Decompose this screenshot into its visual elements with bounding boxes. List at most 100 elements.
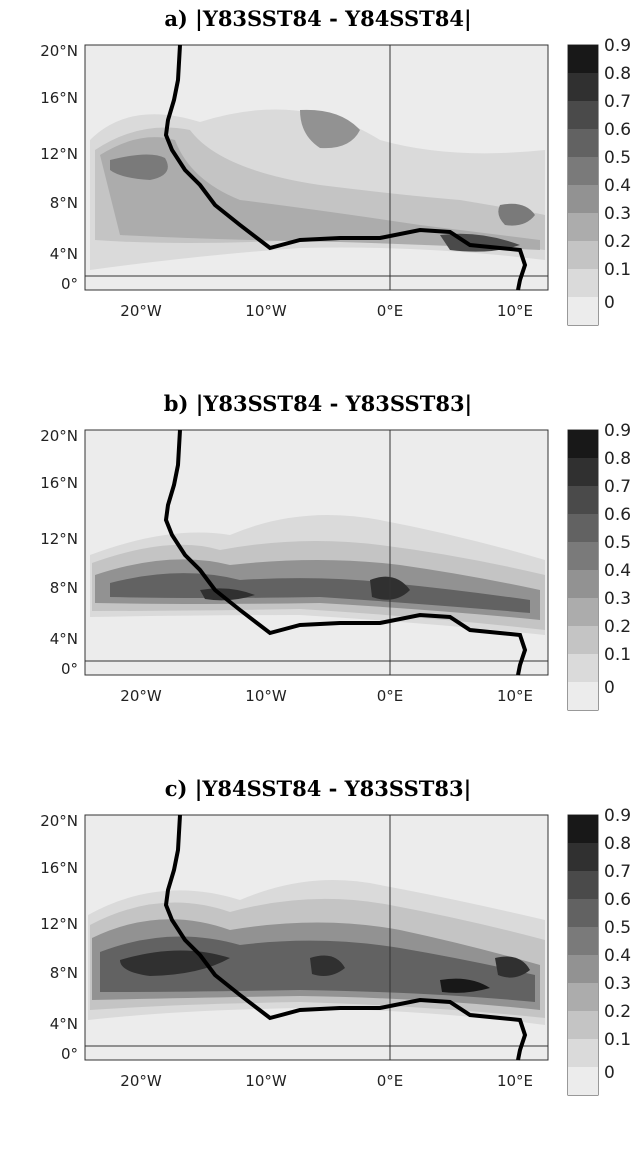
colorbar-swatch — [568, 514, 598, 542]
panel-a-title: a) |Y83SST84 - Y84SST84| — [164, 6, 471, 31]
coastline — [163, 429, 528, 676]
colorbar-swatch — [568, 129, 598, 157]
colorbar: 0.9 0.8 0.7 0.6 0.5 0.4 0.3 0.2 0.1 0 — [567, 421, 631, 711]
colorbar-label: 0.1 — [604, 260, 631, 280]
lat-tick-label: 20°N — [40, 42, 78, 60]
colorbar-swatch — [568, 430, 598, 458]
lon-tick-label: 10°E — [497, 302, 533, 320]
lat-tick-label: 8°N — [50, 579, 78, 597]
colorbar-label: 0.3 — [604, 204, 631, 224]
colorbar-label: 0.2 — [604, 232, 631, 252]
panel-b: b) |Y83SST84 - Y83SST83| 20°N 16°N 12°N … — [0, 385, 642, 770]
colorbar-swatch — [568, 213, 598, 241]
colorbar-label: 0.9 — [604, 421, 631, 441]
colorbar-swatch — [568, 598, 598, 626]
panel-a-map: a) |Y83SST84 - Y84SST84| 20°N 16°N 12°N … — [40, 6, 631, 326]
colorbar-label: 0.6 — [604, 120, 631, 140]
lon-tick-label: 0°E — [377, 302, 404, 320]
colorbar-label: 0.8 — [604, 449, 631, 469]
colorbar-swatch — [568, 185, 598, 213]
colorbar-label: 0.9 — [604, 36, 631, 56]
colorbar-label: 0.7 — [604, 477, 631, 497]
contour-0.9 — [440, 978, 490, 993]
contour-0.3 — [100, 137, 540, 250]
lat-tick-label: 0° — [61, 660, 78, 678]
colorbar-swatch — [568, 1039, 598, 1067]
colorbar-swatch — [568, 73, 598, 101]
coastline — [163, 814, 528, 1061]
contour-0.6 — [110, 573, 530, 613]
colorbar-label: 0 — [604, 678, 615, 698]
colorbar: 0.9 0.8 0.7 0.6 0.5 0.4 0.3 0.2 0.1 0 — [567, 36, 631, 326]
colorbar-swatch — [568, 1067, 598, 1095]
lat-tick-label: 16°N — [40, 474, 78, 492]
colorbar-label: 0.2 — [604, 617, 631, 637]
colorbar-swatch — [568, 570, 598, 598]
lon-tick-label: 20°W — [120, 302, 162, 320]
colorbar-swatch — [568, 241, 598, 269]
lon-tick-label: 10°W — [245, 302, 287, 320]
colorbar-label: 0.5 — [604, 533, 631, 553]
colorbar-swatch — [568, 983, 598, 1011]
colorbar-label: 0 — [604, 1063, 615, 1083]
lon-tick-label: 10°W — [245, 687, 287, 705]
lon-tick-label: 10°E — [497, 687, 533, 705]
colorbar-label: 0.8 — [604, 834, 631, 854]
lat-tick-label: 12°N — [40, 915, 78, 933]
lon-tick-label: 10°E — [497, 1072, 533, 1090]
colorbar-swatch — [568, 101, 598, 129]
colorbar-label: 0.4 — [604, 946, 631, 966]
colorbar: 0.9 0.8 0.7 0.6 0.5 0.4 0.3 0.2 0.1 0 — [567, 806, 631, 1096]
colorbar-swatch — [568, 542, 598, 570]
lat-tick-label: 20°N — [40, 812, 78, 830]
contour-0.8 — [310, 955, 345, 976]
lat-tick-label: 12°N — [40, 145, 78, 163]
colorbar-swatch — [568, 899, 598, 927]
colorbar-swatch — [568, 955, 598, 983]
colorbar-swatch — [568, 871, 598, 899]
lat-tick-label: 4°N — [50, 630, 78, 648]
lon-tick-label: 0°E — [377, 1072, 404, 1090]
colorbar-swatch — [568, 297, 598, 325]
colorbar-swatch — [568, 157, 598, 185]
colorbar-label: 0.5 — [604, 148, 631, 168]
colorbar-label: 0.2 — [604, 1002, 631, 1022]
colorbar-swatch — [568, 654, 598, 682]
colorbar-swatch — [568, 269, 598, 297]
lat-tick-label: 4°N — [50, 245, 78, 263]
lon-tick-label: 10°W — [245, 1072, 287, 1090]
colorbar-label: 0.4 — [604, 176, 631, 196]
panel-c: c) |Y84SST84 - Y83SST83| 20°N 16°N 12°N … — [0, 770, 642, 1155]
colorbar-swatch — [568, 1011, 598, 1039]
lon-tick-label: 20°W — [120, 1072, 162, 1090]
panel-b-map: b) |Y83SST84 - Y83SST83| 20°N 16°N 12°N … — [40, 391, 631, 711]
colorbar-swatch — [568, 486, 598, 514]
lat-tick-label: 4°N — [50, 1015, 78, 1033]
lat-tick-label: 16°N — [40, 89, 78, 107]
lat-tick-label: 20°N — [40, 427, 78, 445]
colorbar-label: 0.6 — [604, 890, 631, 910]
colorbar-swatch — [568, 843, 598, 871]
panel-b-title: b) |Y83SST84 - Y83SST83| — [164, 391, 472, 416]
colorbar-label: 0.1 — [604, 645, 631, 665]
panel-a: a) |Y83SST84 - Y84SST84| 20°N 16°N 12°N … — [0, 0, 642, 385]
lat-tick-label: 8°N — [50, 194, 78, 212]
panel-c-title: c) |Y84SST84 - Y83SST83| — [165, 776, 472, 801]
colorbar-label: 0.1 — [604, 1030, 631, 1050]
colorbar-label: 0 — [604, 293, 615, 313]
lat-tick-label: 12°N — [40, 530, 78, 548]
colorbar-label: 0.9 — [604, 806, 631, 826]
colorbar-label: 0.3 — [604, 974, 631, 994]
colorbar-label: 0.8 — [604, 64, 631, 84]
colorbar-label: 0.6 — [604, 505, 631, 525]
lat-tick-label: 0° — [61, 275, 78, 293]
colorbar-label: 0.7 — [604, 92, 631, 112]
contour-0.8 — [495, 956, 530, 978]
lat-tick-label: 0° — [61, 1045, 78, 1063]
colorbar-swatch — [568, 45, 598, 73]
colorbar-label: 0.5 — [604, 918, 631, 938]
colorbar-label: 0.4 — [604, 561, 631, 581]
colorbar-label: 0.3 — [604, 589, 631, 609]
contour-0.4 — [300, 109, 360, 149]
colorbar-swatch — [568, 815, 598, 843]
